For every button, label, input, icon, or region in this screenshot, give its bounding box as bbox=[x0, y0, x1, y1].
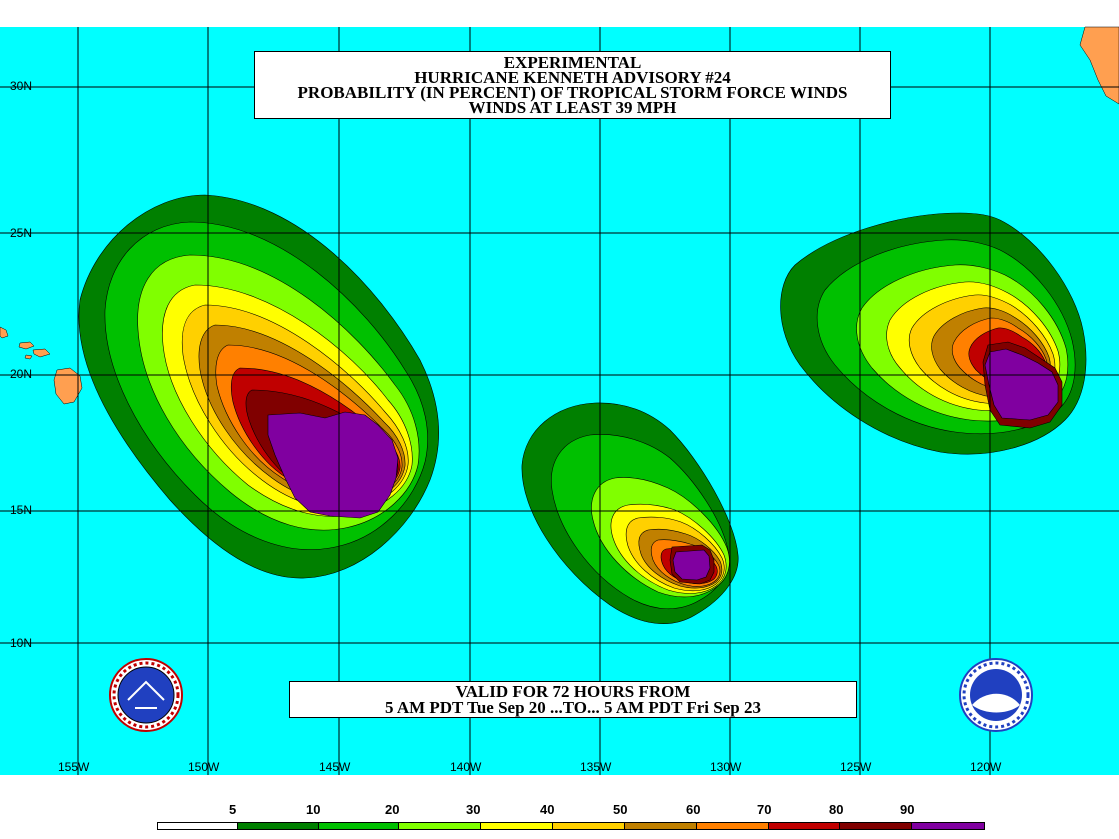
legend-swatch-60 bbox=[624, 822, 697, 830]
legend-swatch-90 bbox=[839, 822, 912, 830]
lon-label: 135W bbox=[580, 760, 612, 774]
swath-west bbox=[78, 194, 439, 579]
swath-center bbox=[521, 402, 739, 625]
lon-label: 140W bbox=[450, 760, 482, 774]
legend-label: 40 bbox=[540, 802, 555, 817]
legend-swatch-80 bbox=[768, 822, 840, 830]
lat-label: 25N bbox=[10, 226, 33, 240]
hawaiian-islands bbox=[0, 326, 83, 405]
legend-label: 50 bbox=[613, 802, 628, 817]
title-box: EXPERIMENTAL HURRICANE KENNETH ADVISORY … bbox=[254, 51, 891, 119]
legend-swatch-40 bbox=[480, 822, 553, 830]
legend-swatch-20 bbox=[318, 822, 399, 830]
legend-swatch-30 bbox=[398, 822, 481, 830]
title-line: HURRICANE KENNETH ADVISORY #24 bbox=[414, 68, 731, 87]
legend-label: 30 bbox=[466, 802, 481, 817]
lon-label: 125W bbox=[840, 760, 872, 774]
title-line: EXPERIMENTAL bbox=[503, 53, 642, 72]
lon-label: 150W bbox=[188, 760, 220, 774]
legend-label: 70 bbox=[757, 802, 772, 817]
valid-line: 5 AM PDT Tue Sep 20 ...TO... 5 AM PDT Fr… bbox=[385, 698, 761, 717]
legend-swatch-5 bbox=[157, 822, 238, 830]
lat-label: 20N bbox=[10, 367, 33, 381]
lon-label: 145W bbox=[319, 760, 351, 774]
legend-label: 10 bbox=[306, 802, 321, 817]
legend-swatch-10 bbox=[237, 822, 319, 830]
lat-lon-grid bbox=[0, 27, 1119, 775]
legend-label: 80 bbox=[829, 802, 844, 817]
legend-label: 5 bbox=[229, 802, 237, 817]
title-line: WINDS AT LEAST 39 MPH bbox=[468, 98, 677, 117]
legend-swatch-70 bbox=[696, 822, 769, 830]
lat-label: 10N bbox=[10, 636, 33, 650]
legend-swatch-100 bbox=[911, 822, 985, 830]
legend-label: 20 bbox=[385, 802, 400, 817]
nws-logo-icon bbox=[109, 658, 183, 732]
title-line: PROBABILITY (IN PERCENT) OF TROPICAL STO… bbox=[297, 83, 848, 102]
noaa-logo-icon bbox=[959, 658, 1033, 732]
lat-label: 15N bbox=[10, 503, 33, 517]
valid-line: VALID FOR 72 HOURS FROM bbox=[455, 682, 691, 701]
baja-california bbox=[1079, 26, 1119, 105]
lon-label: 130W bbox=[710, 760, 742, 774]
lon-label: 120W bbox=[970, 760, 1002, 774]
lon-label: 155W bbox=[58, 760, 90, 774]
valid-period-box: VALID FOR 72 HOURS FROM 5 AM PDT Tue Sep… bbox=[289, 681, 857, 718]
lat-label: 30N bbox=[10, 79, 33, 93]
legend-label: 60 bbox=[686, 802, 701, 817]
legend-swatch-50 bbox=[552, 822, 625, 830]
legend-label: 90 bbox=[900, 802, 915, 817]
